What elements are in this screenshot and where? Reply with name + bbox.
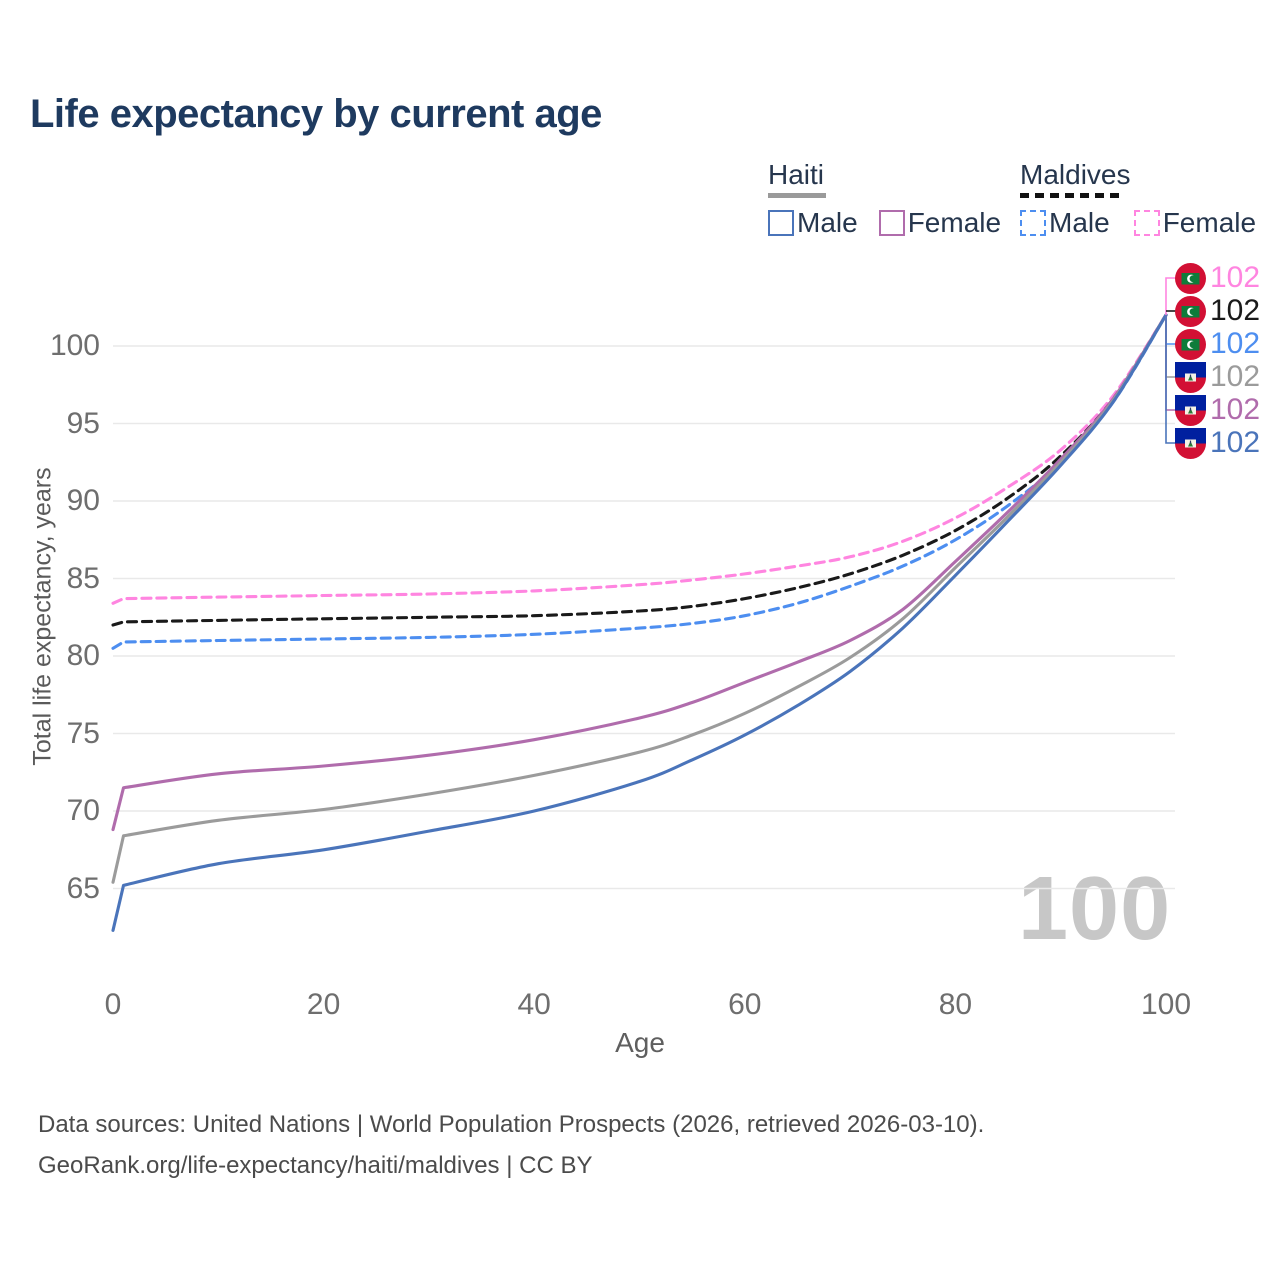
series-line-haiti_male (111, 313, 1168, 932)
end-label-connector-haiti_male (1165, 315, 1176, 444)
end-label-maldives_male: 102 (1175, 327, 1261, 360)
current-age-watermark: 100 (1018, 858, 1171, 961)
x-tick-label: 20 (306, 988, 341, 1021)
haiti-flag-icon (1175, 361, 1206, 393)
haiti-flag-icon (1175, 427, 1206, 459)
series-line-haiti_female (111, 313, 1168, 832)
x-tick-label: 60 (728, 988, 762, 1021)
haiti-flag-icon (1175, 394, 1206, 426)
y-tick-label: 80 (66, 639, 100, 672)
end-label-value: 102 (1210, 261, 1261, 294)
maldives-flag-icon (1175, 295, 1206, 327)
end-label-value: 102 (1210, 360, 1261, 393)
legend-swatch-maldives-female[interactable] (1133, 210, 1160, 236)
end-label-haiti_total: 102 (1175, 360, 1261, 393)
legend-label-haiti-female[interactable]: Female (907, 207, 1002, 238)
maldives-flag-icon (1175, 328, 1206, 360)
x-axis-title: Age (615, 1027, 665, 1058)
plot-hover-area[interactable] (113, 260, 1175, 960)
end-label-value: 102 (1210, 327, 1261, 360)
series-line-haiti_total (111, 313, 1168, 884)
series-line-maldives_female (111, 313, 1168, 605)
legend-label-maldives-male[interactable]: Male (1049, 207, 1110, 238)
legend-swatch-haiti-male[interactable] (768, 210, 794, 236)
y-tick-label: 85 (66, 561, 100, 595)
x-tick-label: 0 (104, 988, 122, 1021)
end-label-value: 102 (1210, 426, 1261, 459)
legend-label-maldives-female[interactable]: Female (1162, 207, 1257, 238)
maldives-flag-icon (1175, 262, 1206, 294)
haiti-total-line-swatch (768, 193, 826, 198)
end-label-connector-maldives_female (1165, 277, 1176, 315)
end-label-haiti_female: 102 (1175, 393, 1261, 426)
end-label-value: 102 (1210, 393, 1261, 426)
y-tick-label: 65 (66, 871, 100, 905)
y-tick-label: 100 (49, 329, 100, 362)
legend-swatch-haiti-female[interactable] (878, 210, 905, 236)
footer: Data sources: United Nations | World Pop… (38, 1104, 984, 1186)
legend-haiti-header[interactable]: Haiti (768, 159, 825, 190)
x-tick-label: 100 (1140, 988, 1192, 1021)
page-title: Life expectancy by current age (30, 92, 602, 136)
y-tick-label: 70 (66, 794, 100, 827)
x-tick-label: 80 (938, 988, 973, 1021)
legend-maldives-header[interactable]: Maldives (1020, 159, 1131, 190)
end-label-haiti_male: 102 (1175, 426, 1261, 459)
maldives-total-line-swatch (1020, 193, 1124, 198)
legend-group-maldives: Maldives Male Female (1020, 160, 1256, 239)
footer-data-sources: Data sources: United Nations | World Pop… (38, 1111, 985, 1138)
legend-swatch-maldives-male[interactable] (1020, 210, 1046, 236)
end-label-maldives_female: 102 (1175, 261, 1261, 294)
legend-label-haiti-male[interactable]: Male (797, 207, 858, 238)
y-tick-label: 90 (66, 484, 100, 517)
end-label-value: 102 (1210, 294, 1261, 327)
series-line-maldives_total (111, 313, 1168, 627)
footer-attribution: GeoRank.org/life-expectancy/haiti/maldiv… (38, 1152, 593, 1179)
end-label-maldives_total: 102 (1175, 294, 1261, 327)
y-tick-label: 95 (66, 406, 100, 440)
x-tick-label: 40 (517, 988, 551, 1021)
legend-group-haiti: Haiti Male Female (768, 160, 1001, 239)
y-tick-label: 75 (66, 716, 100, 750)
